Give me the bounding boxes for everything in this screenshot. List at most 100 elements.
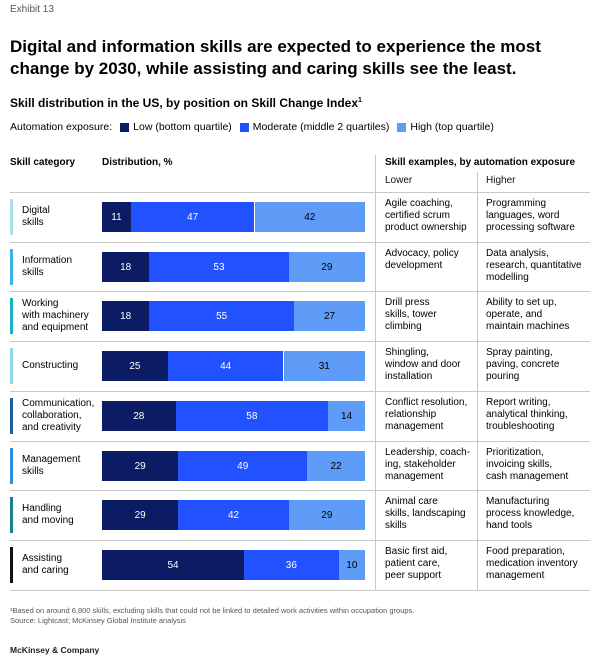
bar-value-label: 47 <box>187 211 199 223</box>
example-higher: Spray painting, paving, concrete pouring <box>486 347 560 382</box>
example-higher: Programming languages, word processing s… <box>486 198 575 233</box>
bar-value-label: 29 <box>134 460 146 472</box>
category-label: Digital skills <box>22 205 50 228</box>
legend-swatch-low <box>120 122 130 132</box>
bar-segment-high: 27 <box>294 301 365 331</box>
column-header-category: Skill category <box>10 157 76 168</box>
bar-value-label: 22 <box>330 460 342 472</box>
column-header-examples: Skill examples, by automation exposure <box>385 157 576 168</box>
bar-value-label: 36 <box>285 559 297 571</box>
category-color-bar <box>10 497 13 533</box>
row-divider <box>10 441 590 442</box>
bar-value-label: 27 <box>323 310 336 322</box>
bar-value-label: 58 <box>246 410 258 422</box>
bar-value-label: 29 <box>134 509 146 521</box>
bar-value-label: 44 <box>220 360 232 372</box>
exhibit-label: Exhibit 13 <box>10 4 54 15</box>
bar-segment-moderate: 53 <box>149 252 289 282</box>
legend-label-moderate: Moderate (middle 2 quartiles) <box>252 121 390 133</box>
row-divider <box>10 291 590 292</box>
bar-value-label: 25 <box>129 360 141 372</box>
example-lower: Advocacy, policy development <box>385 248 459 271</box>
bar-segment-moderate: 58 <box>175 401 329 431</box>
bar-segment-high: 14 <box>328 401 365 431</box>
legend-title: Automation exposure: <box>10 121 113 133</box>
legend: Automation exposure: Low (bottom quartil… <box>10 121 494 133</box>
subtitle-text: Skill distribution in the US, by positio… <box>10 96 359 110</box>
row-divider <box>10 192 590 193</box>
category-color-bar <box>10 448 13 484</box>
bar-segment-moderate: 47 <box>130 202 255 232</box>
category-label: Constructing <box>22 360 79 371</box>
headline: Digital and information skills are expec… <box>10 37 541 78</box>
bar-segment-high: 22 <box>307 451 365 481</box>
example-lower: Drill press skills, tower climbing <box>385 297 437 332</box>
example-higher: Food preparation, medication inventory m… <box>486 546 578 581</box>
bar-segment-low: 25 <box>102 351 168 381</box>
example-lower: Leadership, coach- ing, stakeholder mana… <box>385 447 471 482</box>
legend-label-high: High (top quartile) <box>410 121 494 133</box>
example-lower: Basic first aid, patient care, peer supp… <box>385 546 448 581</box>
category-label: Communication, collaboration, and creati… <box>22 398 95 433</box>
bar-value-label: 49 <box>237 460 249 472</box>
bar-value-label: 55 <box>216 310 228 322</box>
source-text: Source: Lightcast; McKinsey Global Insti… <box>10 616 186 625</box>
example-higher: Prioritization, invoicing skills, cash m… <box>486 447 569 482</box>
bar-value-label: 14 <box>341 410 353 422</box>
subtitle-footnote-mark: 1 <box>358 97 362 104</box>
bar-segment-low: 18 <box>102 301 150 331</box>
bar-segment-low: 11 <box>102 202 131 232</box>
category-label: Management skills <box>22 454 81 477</box>
bar-segment-moderate: 49 <box>178 451 308 481</box>
footnotes: ¹Based on around 6,800 skills, excluding… <box>10 606 414 626</box>
bar-value-label: 18 <box>120 310 132 322</box>
example-higher: Ability to set up, operate, and maintain… <box>486 297 570 332</box>
footnote-text: ¹Based on around 6,800 skills, excluding… <box>10 606 415 615</box>
example-lower: Agile coaching, certified scrum product … <box>385 198 467 233</box>
row-divider-bottom <box>10 590 590 591</box>
example-higher: Data analysis, research, quantitative mo… <box>486 248 582 283</box>
legend-swatch-moderate <box>239 122 249 132</box>
category-label: Information skills <box>22 255 73 278</box>
bar-value-label: 42 <box>227 509 240 521</box>
legend-label-low: Low (bottom quartile) <box>133 121 232 133</box>
bar-value-label: 18 <box>120 261 132 273</box>
bar-segment-moderate: 36 <box>244 550 339 580</box>
category-label: Handling and moving <box>22 503 74 526</box>
category-label: Working with machinery and equipment <box>22 298 89 333</box>
bar-segment-high: 10 <box>338 550 365 580</box>
bar-value-label: 29 <box>321 509 333 521</box>
bar-segment-moderate: 44 <box>167 351 284 381</box>
example-lower: Conflict resolution, relationship manage… <box>385 397 468 432</box>
row-divider <box>10 341 590 342</box>
example-higher: Manufacturing process knowledge, hand to… <box>486 496 575 531</box>
example-lower: Shingling, window and door installation <box>385 347 461 382</box>
row-divider <box>10 242 590 243</box>
legend-swatch-high <box>397 122 407 132</box>
bar-segment-low: 29 <box>102 451 179 481</box>
category-color-bar <box>10 298 13 334</box>
legend-item-high: High (top quartile) <box>397 121 494 133</box>
bar-segment-moderate: 55 <box>149 301 294 331</box>
bar-value-label: 29 <box>321 261 333 273</box>
bar-segment-moderate: 42 <box>178 500 289 530</box>
bar-value-label: 54 <box>167 559 179 571</box>
category-color-bar <box>10 249 13 285</box>
bar-segment-low: 29 <box>102 500 179 530</box>
category-color-bar <box>10 547 13 583</box>
column-header-distribution: Distribution, % <box>102 157 173 168</box>
chart-subtitle: Skill distribution in the US, by positio… <box>10 96 362 110</box>
divider-vertical-lower-higher <box>477 172 478 591</box>
example-lower: Animal care skills, landscaping skills <box>385 496 466 531</box>
bar-value-label: 28 <box>133 410 145 422</box>
divider-vertical-examples <box>375 155 376 591</box>
column-header-higher: Higher <box>486 175 516 186</box>
column-header-lower: Lower <box>385 175 413 186</box>
category-color-bar <box>10 398 13 434</box>
brand-logo-text: McKinsey & Company <box>10 645 100 655</box>
legend-item-moderate: Moderate (middle 2 quartiles) <box>239 121 390 133</box>
bar-segment-low: 54 <box>102 550 244 580</box>
bar-segment-low: 18 <box>102 252 150 282</box>
row-divider <box>10 540 590 541</box>
category-color-bar <box>10 348 13 384</box>
